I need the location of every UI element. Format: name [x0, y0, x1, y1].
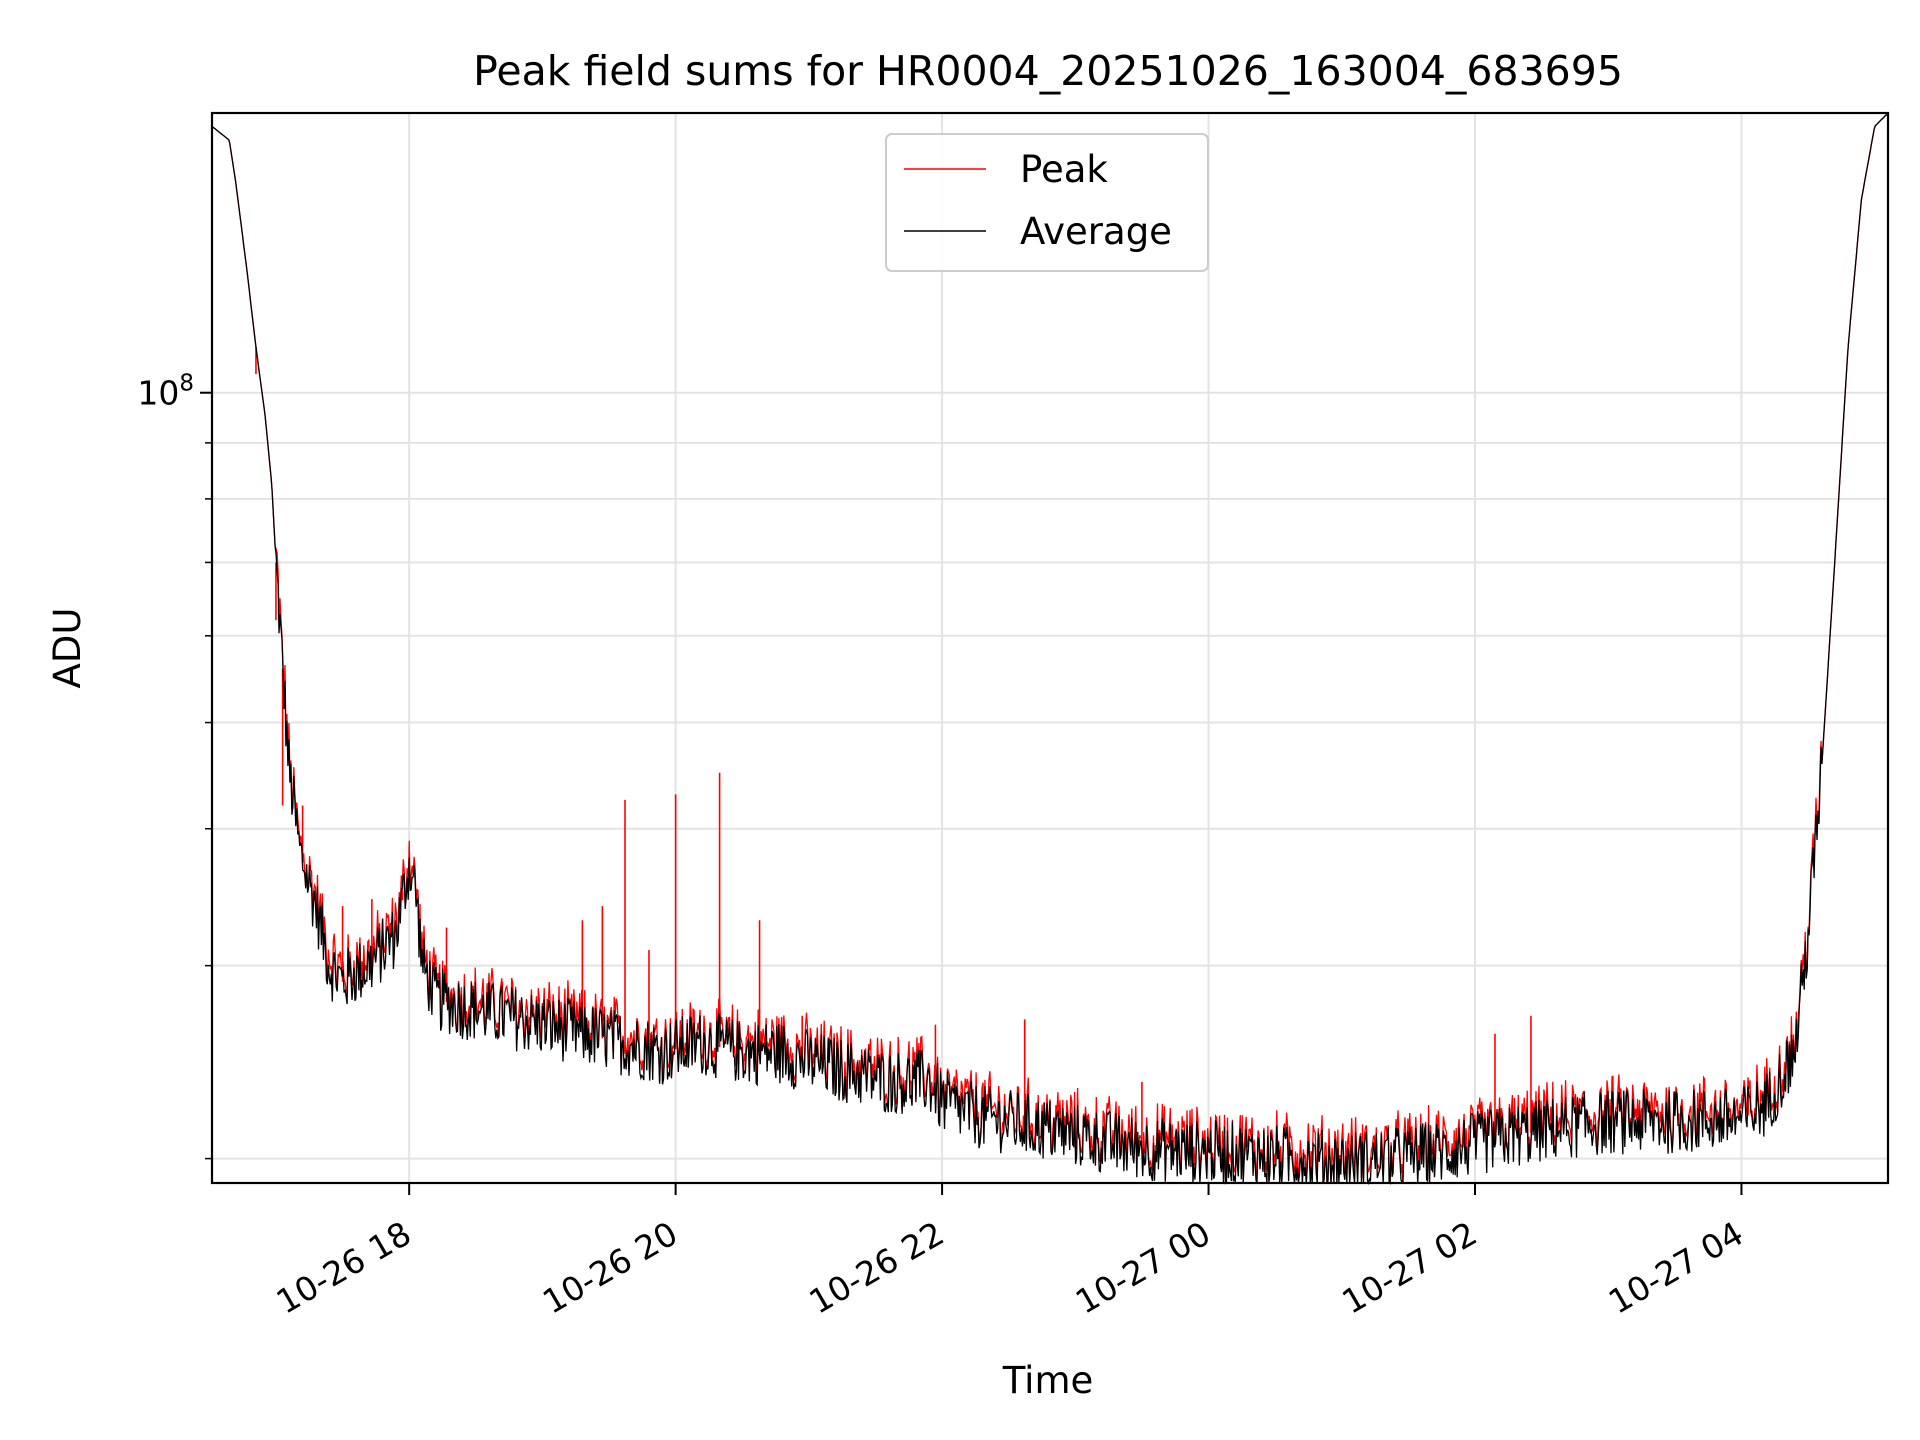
legend-label-peak: Peak — [1020, 148, 1108, 191]
grid — [212, 113, 1888, 1183]
series-layer — [211, 114, 1888, 1186]
y-tick-label-exponent: 8 — [179, 371, 194, 397]
chart-title: Peak field sums for HR0004_20251026_1630… — [473, 47, 1623, 95]
x-axis-label: Time — [1002, 1359, 1094, 1402]
legend-label-average: Average — [1020, 210, 1172, 253]
legend: Peak Average — [885, 133, 1209, 272]
average-series-line — [211, 114, 1888, 1186]
y-tick-label-base: 10 — [137, 374, 179, 413]
plot-frame — [210, 111, 1890, 1185]
y-axis-label: ADU — [46, 608, 89, 689]
y-tick-label: 108 — [137, 371, 194, 413]
